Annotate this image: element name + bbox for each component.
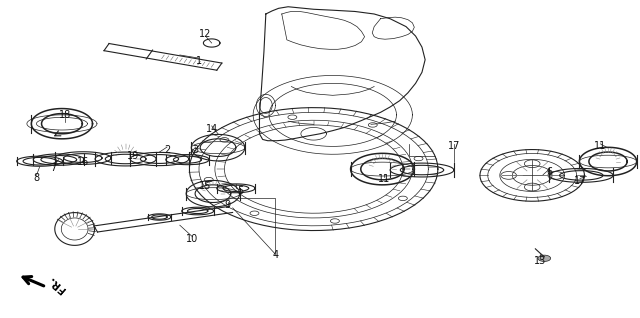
Text: 16: 16 [77,157,89,167]
Text: 11: 11 [378,175,390,184]
Text: 17: 17 [574,176,586,186]
Text: 19: 19 [127,151,140,161]
Text: 9: 9 [225,200,230,210]
Text: 8: 8 [33,173,40,183]
Text: 6: 6 [547,167,552,176]
Text: 10: 10 [186,234,198,244]
Text: 13: 13 [534,256,546,266]
Text: 3: 3 [193,145,199,155]
Text: 17: 17 [447,142,460,151]
Text: FR.: FR. [46,274,67,294]
Text: 11: 11 [595,142,607,151]
Text: 1: 1 [196,56,202,66]
Text: 7: 7 [51,163,57,173]
Text: 5: 5 [237,185,243,196]
Text: 2: 2 [164,145,170,155]
Text: 18: 18 [59,110,71,120]
Text: 4: 4 [273,250,278,260]
Text: 14: 14 [205,124,218,134]
Circle shape [538,255,550,261]
Text: 15: 15 [199,181,211,191]
Text: 12: 12 [199,30,211,39]
